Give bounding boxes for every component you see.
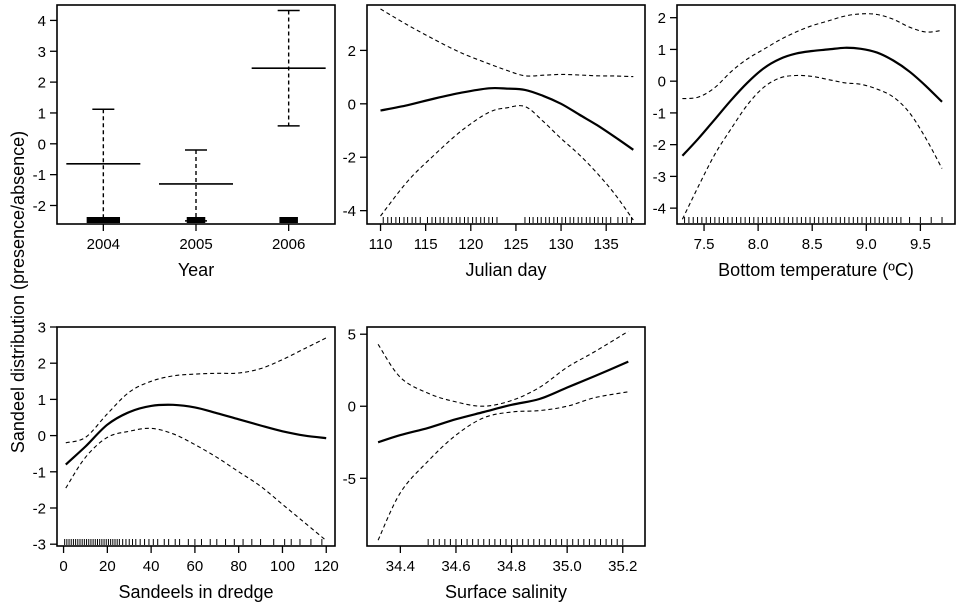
panel-julian: -4 -2 0 2 110 115 120 125 130 135 Julian day [343, 4, 646, 280]
plot-frame [366, 4, 646, 225]
y-tick-label: -2 [653, 137, 666, 154]
y-tick-label: 4 [38, 13, 46, 30]
y-tick-label: -4 [653, 201, 666, 218]
rug-block [186, 217, 206, 223]
y-tick-label: -2 [33, 198, 46, 215]
x-tick-label: 60 [187, 558, 204, 575]
y-tick-label: 2 [38, 75, 46, 92]
y-tick-label: -3 [33, 537, 46, 554]
fitted-smooth-line [681, 46, 943, 157]
y-tick-label: 1 [658, 42, 666, 59]
x-tick-label: 120 [458, 236, 483, 253]
x-tick-label: 2006 [272, 236, 305, 253]
y-tick-label: 5 [348, 327, 356, 344]
x-tick-label: 8.0 [748, 236, 769, 253]
panel-surface-salinity: -5 0 5 34.4 34.6 34.8 35.0 35.2 Surface salinity [343, 326, 646, 602]
rug-block [86, 217, 121, 223]
x-tick-label: 125 [503, 236, 528, 253]
x-axis-title: Julian day [465, 260, 546, 280]
upper-confidence-line [65, 337, 327, 444]
y-tick-label: -2 [33, 500, 46, 517]
x-axis-title: Bottom temperature (ºC) [718, 260, 914, 280]
x-axis-title: Sandeels in dredge [118, 582, 273, 602]
plot-area [65, 337, 327, 542]
panel-year: -2 -1 0 1 2 3 4 2004 2005 2006 Year [33, 4, 336, 280]
plot-frame [56, 326, 336, 547]
y-tick-label: 0 [348, 399, 356, 416]
lower-confidence-line [380, 105, 634, 221]
panel-bottom-temperature: -4 -3 -2 -1 0 1 2 7.5 8.0 8.5 9.0 9.5 Bottom tempera… [653, 4, 956, 280]
plot-area [681, 13, 943, 220]
y-tick-label: 1 [38, 392, 46, 409]
plot-frame [676, 4, 956, 225]
upper-confidence-line [380, 8, 634, 78]
x-tick-label: 20 [99, 558, 116, 575]
x-tick-label: 35.2 [608, 558, 637, 575]
shared-y-axis-title: Sandeel distribution (presence/absence) [8, 131, 28, 453]
fitted-smooth-line [65, 403, 327, 466]
fitted-smooth-line [377, 360, 629, 444]
panel-sandeels-in-dredge: -3 -2 -1 0 1 2 3 0 20 40 60 80 100 120 Sandeels in dre… [33, 320, 339, 603]
x-tick-label: 34.8 [497, 558, 526, 575]
y-tick-label: 3 [38, 320, 46, 337]
y-tick-label: 3 [38, 44, 46, 61]
x-tick-label: 35.0 [553, 558, 582, 575]
upper-confidence-line [682, 13, 943, 100]
x-tick-label: 9.0 [856, 236, 877, 253]
x-axis-title: Year [178, 260, 214, 280]
x-tick-label: 9.5 [910, 236, 931, 253]
x-tick-label: 0 [59, 558, 67, 575]
y-tick-label: -2 [343, 150, 356, 167]
y-tick-label: -3 [653, 169, 666, 186]
x-tick-label: 7.5 [694, 236, 715, 253]
x-tick-label: 130 [549, 236, 574, 253]
y-tick-label: 2 [658, 10, 666, 27]
plot-frame [56, 4, 336, 225]
y-tick-label: 2 [38, 356, 46, 373]
plot-area [377, 330, 629, 541]
y-tick-label: 0 [38, 136, 46, 153]
x-tick-label: 34.4 [386, 558, 415, 575]
rug-block [279, 217, 298, 223]
x-axis-title: Surface salinity [445, 582, 567, 602]
x-tick-label: 100 [270, 558, 295, 575]
x-tick-label: 110 [369, 236, 393, 253]
x-tick-label: 120 [314, 558, 339, 575]
x-tick-label: 2005 [179, 236, 212, 253]
lower-confidence-line [681, 74, 943, 220]
fitted-smooth-line [380, 86, 634, 151]
plot-area [380, 8, 634, 221]
y-tick-label: -1 [33, 167, 46, 184]
y-tick-label: 0 [658, 74, 666, 91]
y-tick-label: 2 [348, 43, 356, 60]
upper-confidence-line [377, 330, 629, 407]
y-tick-label: 1 [38, 105, 46, 122]
y-tick-label: 0 [348, 96, 356, 113]
y-tick-label: -5 [343, 471, 356, 488]
lower-confidence-line [377, 391, 629, 541]
x-tick-label: 2004 [87, 236, 120, 253]
y-tick-label: -1 [33, 464, 46, 481]
plot-frame [366, 326, 646, 547]
lower-confidence-line [65, 427, 327, 542]
x-tick-label: 40 [143, 558, 160, 575]
x-tick-label: 80 [230, 558, 247, 575]
x-tick-label: 34.6 [441, 558, 470, 575]
y-tick-label: -4 [343, 203, 356, 220]
y-tick-label: 0 [38, 428, 46, 445]
x-tick-label: 115 [414, 236, 438, 253]
y-tick-label: -1 [653, 105, 666, 122]
x-tick-label: 135 [594, 236, 619, 253]
x-tick-label: 8.5 [802, 236, 823, 253]
